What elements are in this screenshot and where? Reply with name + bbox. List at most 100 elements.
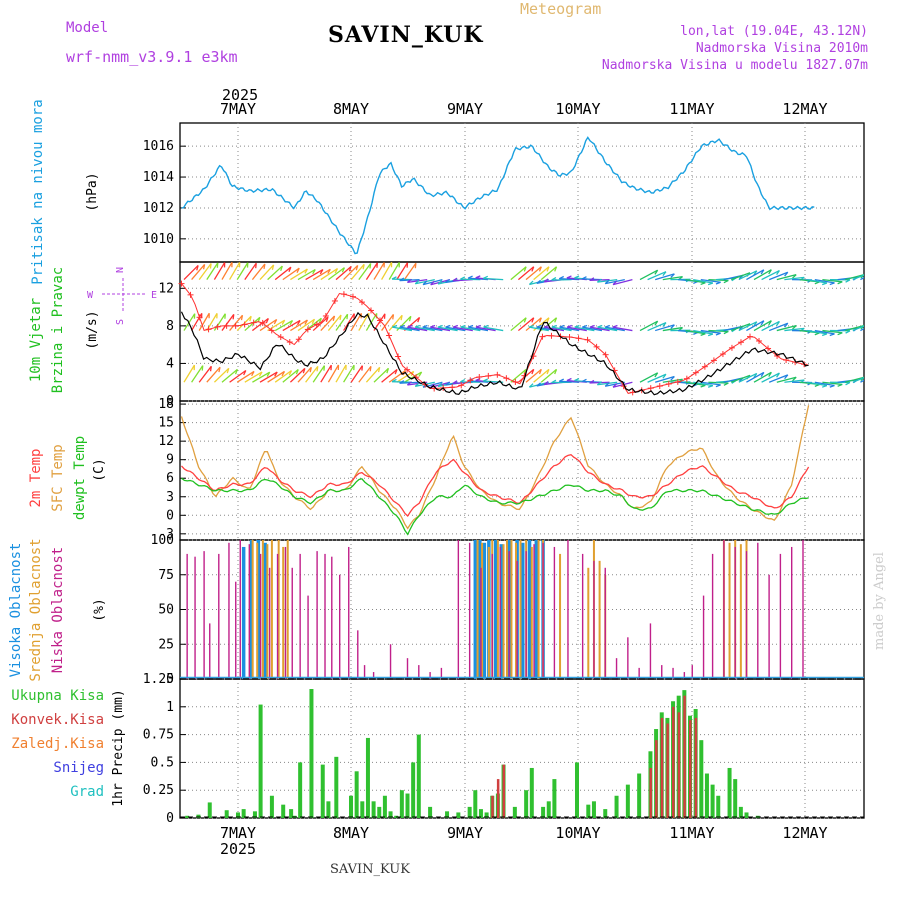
cloud-low-bar [627, 637, 629, 679]
wind-arrow [639, 320, 658, 332]
cloud-low-bar [491, 553, 493, 679]
wind-arrow-head [670, 273, 675, 278]
wind-arrow [761, 320, 780, 332]
cloud-mid-bar [256, 542, 259, 679]
wind-arrow-head [531, 369, 535, 375]
precip-total-bar [289, 809, 294, 818]
lonlat-label: lon,lat (19.04E, 43.12N) [680, 24, 868, 39]
wind-arrow [244, 316, 261, 332]
station-title: SAVIN_KUK [328, 22, 484, 48]
wind-arrow-head [341, 267, 346, 273]
wind-arrow [259, 371, 278, 383]
wind-arrow-head [528, 324, 535, 328]
wind-arrow-head [821, 384, 828, 388]
wind-arrow-head [255, 263, 257, 269]
wind-arrow-head [589, 324, 595, 328]
day-label-bottom: 10MAY [555, 824, 600, 842]
wind-arrow-head [523, 266, 527, 272]
cloud-low-bar [593, 560, 595, 679]
cloud-low-bar [239, 540, 241, 679]
precip-conv-bar [649, 767, 652, 818]
panel-frame [179, 678, 865, 819]
wind-arrow-head [538, 369, 542, 375]
cloud-high-bar [249, 540, 254, 679]
cloud-low-bar [615, 658, 618, 679]
wind-arrow [693, 329, 714, 335]
cloud-label-mid: Srednja Oblacnost [28, 538, 44, 681]
wind-arrow-head [654, 269, 659, 275]
cloud-low-bar [186, 553, 188, 679]
temp-label-sfc: SFC Temp [50, 444, 66, 511]
wind-arrow [274, 370, 292, 383]
wind-arrow-head [776, 270, 780, 276]
wind-arrow-head [369, 263, 372, 269]
wind-arrow-head [271, 264, 275, 270]
wind-arrow [845, 376, 864, 383]
compass-west: W [87, 290, 94, 301]
precip-conv-bar [677, 712, 681, 818]
wind-arrow-head [829, 333, 835, 337]
wind-arrow-head [662, 271, 667, 277]
wind-arrow-head [554, 317, 558, 323]
wind-arrow-head [707, 282, 714, 286]
y-tick-label: -3 [158, 527, 174, 542]
wind-arrow-head [430, 383, 435, 388]
wind-arrow-head [288, 266, 292, 273]
wind-arrow [776, 324, 797, 332]
wind-arrow [662, 275, 683, 281]
cloud-mid-bar [510, 540, 513, 679]
wind-arrow-head [348, 266, 352, 272]
wind-arrow [589, 326, 610, 332]
wind-arrow [251, 263, 266, 281]
y-tick-label: 100 [151, 533, 174, 548]
wind-arrow-head [339, 314, 342, 321]
wind-arrow [282, 369, 299, 383]
cloud-mid-bar [481, 542, 484, 679]
wind-arrow [768, 322, 789, 332]
wind-arrow-head [232, 314, 235, 320]
wind-arrow-head [753, 321, 758, 327]
cloud-low-bar [363, 665, 366, 679]
wind-arrow [191, 313, 203, 331]
wind-arrow-head [475, 324, 481, 328]
y-tick-label: 0.75 [143, 728, 174, 743]
wind-arrow-head [538, 266, 542, 272]
wind-arrow [483, 277, 504, 281]
cloud-mid-bar [739, 544, 742, 679]
wind-speed-line [180, 311, 809, 396]
wind-arrow-head [566, 275, 572, 279]
wind-arrow-head [265, 318, 269, 324]
wind-arrow [221, 368, 238, 383]
y-tick-label: 12 [158, 434, 174, 449]
wind-arrow [335, 313, 349, 331]
wind-arrow-head [460, 324, 466, 328]
wind-arrow [244, 262, 257, 280]
cloud-low-bar [324, 553, 326, 679]
y-tick-label: 1016 [143, 139, 174, 154]
wind-arrow-head [875, 270, 878, 274]
wind-arrow-head [392, 324, 398, 328]
wind-arrow [343, 313, 355, 331]
wind-arrow [753, 320, 772, 332]
wind-arrow [343, 364, 355, 383]
precip-conv-bar [672, 706, 675, 818]
y-tick-label: 1012 [143, 201, 174, 216]
wind-arrow-head [554, 369, 558, 375]
cloud-low-bar [745, 551, 748, 679]
wind-arrow [559, 278, 580, 281]
wind-arrow [662, 326, 683, 332]
wind-arrow-head [875, 321, 878, 325]
cloud-high-bar [478, 540, 482, 679]
wind-arrow-head [422, 324, 428, 328]
precip-total-bar [699, 740, 704, 818]
wind-arrow [236, 262, 249, 280]
cloud-mid-bar [598, 560, 601, 679]
precip-total-bar [349, 795, 353, 818]
day-label-top: 8MAY [333, 100, 369, 118]
wind-arrow-head [837, 332, 843, 336]
wind-arrow-head [437, 324, 443, 328]
pressure-panel-label: Pritisak na nivou mora [30, 99, 46, 284]
pressure-line [181, 136, 815, 255]
wind-arrow-head [829, 384, 835, 388]
wind-arrow [685, 329, 706, 335]
